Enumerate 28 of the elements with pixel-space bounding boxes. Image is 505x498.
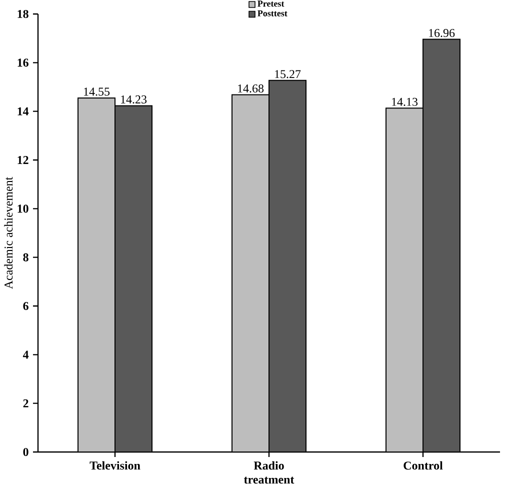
bar xyxy=(114,105,153,452)
x-tick-label: Radio treatment xyxy=(244,461,294,484)
y-tick-label: 8 xyxy=(23,253,28,262)
y-tick-label: 0 xyxy=(23,448,28,456)
data-label: 14.68 xyxy=(238,84,264,93)
y-tick-label: 4 xyxy=(22,350,29,359)
y-tick-label: 18 xyxy=(18,10,28,18)
x-tick-label: Television xyxy=(90,461,140,470)
bar xyxy=(78,97,116,452)
y-tick-label: 2 xyxy=(23,399,28,408)
data-label: 16.96 xyxy=(429,28,455,38)
bar xyxy=(386,108,424,452)
y-axis-title: Academic achievement xyxy=(4,176,13,290)
legend-label: Posttest xyxy=(258,10,288,16)
x-tick-label: Control xyxy=(404,461,443,470)
data-label: 14.23 xyxy=(121,95,147,104)
y-tick-label: 12 xyxy=(18,156,28,164)
y-tick-label: 14 xyxy=(18,107,29,116)
data-label: 14.13 xyxy=(392,98,418,106)
data-label: 15.27 xyxy=(275,70,301,78)
y-tick-label: 16 xyxy=(18,58,28,67)
bar xyxy=(232,94,270,452)
data-label: 14.55 xyxy=(84,88,110,96)
y-tick-label: 6 xyxy=(23,302,28,310)
bar xyxy=(268,80,307,452)
legend-label: Pretest xyxy=(258,0,284,7)
bar xyxy=(422,38,461,452)
y-tick-label: 10 xyxy=(18,204,28,213)
